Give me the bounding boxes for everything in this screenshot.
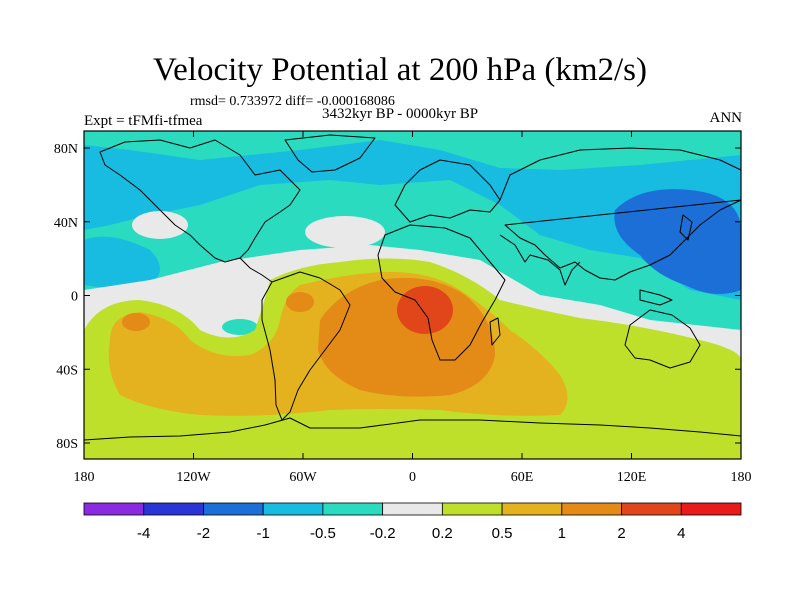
colorbar-label: -2	[197, 525, 210, 542]
field-cyan-spot	[222, 319, 258, 335]
colorbar-label: 0.5	[492, 525, 513, 542]
colorbar-label: -4	[137, 525, 150, 542]
colorbar-label: 4	[677, 525, 685, 542]
period-text: 3432kyr BP - 0000kyr BP	[321, 106, 479, 122]
experiment-label: Expt = tFMfi-tfmea	[84, 113, 203, 129]
coast-australia	[624, 309, 701, 369]
coast-arabia-india	[499, 234, 581, 286]
coastlines	[83, 134, 742, 441]
stats-text: rmsd= 0.733972 diff= -0.000168086	[190, 94, 395, 109]
field-neutral-spot-2	[305, 216, 385, 248]
colorbar-label: -1	[257, 525, 270, 542]
longitude-axis: 180 120W 60W 0 60E 120E 180	[74, 131, 752, 485]
lat-tick-label: 40S	[56, 363, 78, 378]
field-strong-positive-spot	[122, 313, 150, 331]
coast-south-america	[261, 271, 351, 421]
lon-tick-label: 120E	[617, 470, 647, 485]
colorbar-swatch	[322, 502, 384, 516]
colorbar-label: -0.5	[310, 525, 336, 542]
colorbar-label: 1	[558, 525, 566, 542]
plot-title: Velocity Potential at 200 hPa (km2/s)	[152, 52, 648, 88]
colorbar-swatch	[501, 502, 563, 516]
coast-africa	[377, 224, 506, 361]
season-label: ANN	[709, 110, 743, 126]
lat-tick-label: 40N	[54, 216, 78, 231]
lon-tick-label: 180	[74, 470, 95, 485]
colorbar-swatch	[441, 502, 503, 516]
colorbar-label: 2	[617, 525, 625, 542]
coast-antarctica	[83, 417, 742, 441]
coast-japan	[639, 214, 693, 306]
lon-tick-label: 120W	[176, 470, 211, 485]
coast-north-america	[99, 139, 301, 263]
colorbar-swatch	[382, 502, 443, 516]
field-neutral-spot-1	[132, 211, 188, 239]
field-central-pacific	[84, 236, 160, 288]
lon-tick-label: 60E	[511, 470, 534, 485]
colorbar-label: 0.2	[432, 525, 453, 542]
colorbar: -4 -2 -1 -0.5 -0.2 0.2 0.5 1 2 4	[83, 502, 742, 542]
field-negative-band	[84, 131, 741, 300]
colorbar-swatch	[621, 502, 682, 516]
lat-tick-label: 0	[71, 290, 78, 305]
field-pacific-low	[614, 189, 741, 294]
colorbar-swatch	[680, 502, 742, 516]
lat-tick-label: 80N	[54, 142, 78, 157]
lat-tick-label: 80S	[56, 437, 78, 452]
field-north-band	[84, 131, 741, 170]
field-strong-positive-spot-2	[286, 292, 314, 312]
lon-tick-label: 0	[409, 470, 416, 485]
colorbar-label: -0.2	[370, 525, 396, 542]
lon-tick-label: 60W	[289, 470, 317, 485]
coast-madagascar	[489, 317, 501, 346]
colorbar-swatch	[262, 502, 324, 516]
latitude-axis: 80N 40N 0 40S 80S	[54, 142, 741, 452]
field-max-core	[397, 286, 453, 334]
colorbar-swatch	[83, 502, 145, 516]
colorbar-swatch	[203, 502, 264, 516]
contour-field	[84, 131, 741, 459]
coast-central-america	[239, 257, 273, 283]
lon-tick-label: 180	[731, 470, 752, 485]
coast-asia	[499, 147, 742, 281]
colorbar-swatch	[561, 502, 622, 516]
coast-greenland	[284, 134, 376, 173]
colorbar-swatch	[143, 502, 204, 516]
